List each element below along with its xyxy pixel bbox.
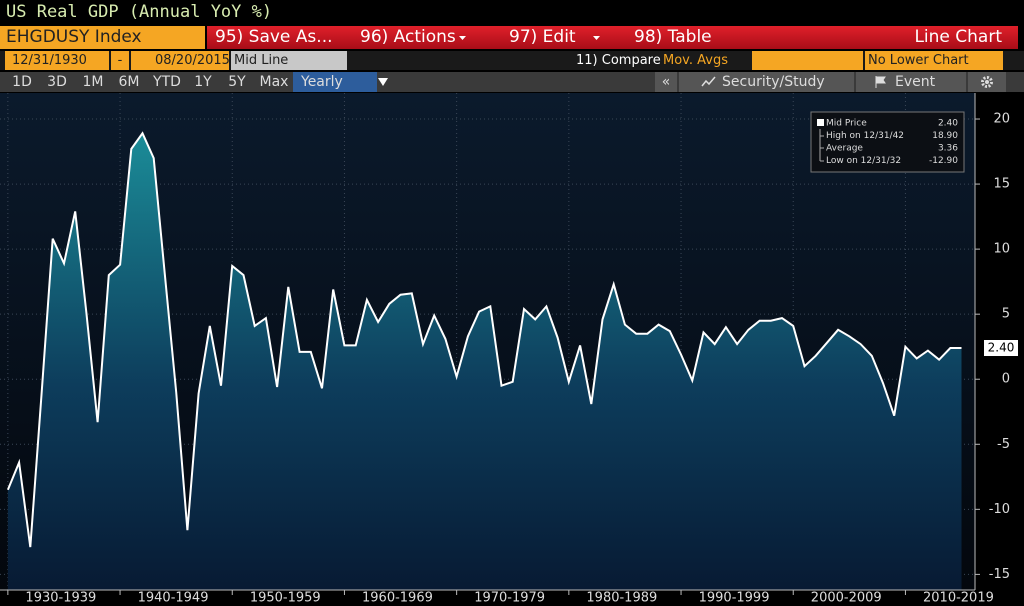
legend-value: 2.40 [938,119,958,129]
y-tick-label: -15 [989,567,1010,582]
period-tab[interactable]: Yearly [293,72,377,92]
date-separator: - [111,51,129,70]
menu-item[interactable]: 97) Edit [509,27,576,47]
event-icon [875,76,886,88]
dropdown-arrow [378,78,388,86]
lower-chart-select[interactable]: No Lower Chart [865,51,1003,70]
menu-item[interactable]: 96) Actions [360,27,456,47]
start-date[interactable]: 12/31/1930 [5,51,109,70]
area [7,133,962,591]
x-tick-label: 1950-1959 [250,591,321,606]
dropdown-arrow [593,36,600,40]
y-tick-label: 20 [993,112,1010,127]
x-tick-label: 1970-1979 [474,591,545,606]
end-date[interactable]: 08/20/2015 [131,51,229,70]
y-tick-label: -5 [997,437,1010,452]
period-tab[interactable]: 5Y [228,74,246,90]
y-tick-label: 5 [1002,307,1010,322]
legend-label: Low on 12/31/32 [826,156,901,166]
study-tab [679,72,854,92]
x-tick-label: 1930-1939 [25,591,96,606]
x-tick-label: 1960-1969 [362,591,433,606]
y-tick-label: 15 [993,177,1010,192]
menu-item[interactable]: 95) Save As... [215,27,333,47]
orange-field [752,51,863,70]
chart-kind[interactable]: Line Chart [914,27,1002,47]
legend-label: Mid Price [826,119,867,129]
legend-value: 3.36 [938,144,958,154]
x-tick-label: 1990-1999 [699,591,770,606]
period-tab[interactable]: 3D [47,74,67,90]
legend-box [810,111,965,173]
legend-label: High on 12/31/42 [826,131,904,141]
study-button[interactable]: Security/Study [722,74,825,90]
mid-line-select[interactable]: Mid Line [231,51,347,70]
chart: -15 -10 -5 0 5 10 15 20 1930-1939 1940-1949 1950-1… [0,93,1018,606]
y-tick-label: 0 [1002,372,1010,387]
legend-value: -12.90 [929,156,958,166]
legend-swatch [817,119,824,126]
period-tab[interactable]: YTD [153,74,181,90]
x-tick-label: 2000-2009 [811,591,882,606]
y-tick-label: 10 [993,242,1010,257]
x-tick-label: 2010-2019 [923,591,994,606]
window-title: US Real GDP (Annual YoY %) [6,2,273,22]
y-tick-label: -10 [989,502,1010,517]
x-tick-label: 1980-1989 [586,591,657,606]
ticker-field[interactable]: EHGDUSY Index [0,26,205,49]
period-tab[interactable]: Max [259,74,289,90]
legend-label: Average [826,144,863,154]
x-tick-label: 1940-1949 [138,591,209,606]
collapse-button[interactable]: « [655,72,677,92]
menu-item[interactable]: 98) Table [634,27,712,47]
menu-bar [207,26,1018,49]
period-tab[interactable]: 1D [12,74,32,90]
event-button[interactable]: Event [895,74,936,90]
compare-button[interactable]: 11) Compare [576,53,661,68]
last-value-box [984,340,1018,357]
settings-icon[interactable] [980,75,994,89]
last-value-label: 2.40 [988,341,1015,355]
mov-avgs-button[interactable]: Mov. Avgs [663,53,728,68]
line [6,131,962,548]
period-tab[interactable]: 1Y [194,74,212,90]
period-tab[interactable]: 1M [82,74,104,90]
legend-value: 18.90 [932,131,958,141]
period-tab[interactable]: 6M [118,74,140,90]
legend-tree [819,129,824,162]
study-icon [701,76,716,87]
dropdown-arrow [459,36,466,40]
